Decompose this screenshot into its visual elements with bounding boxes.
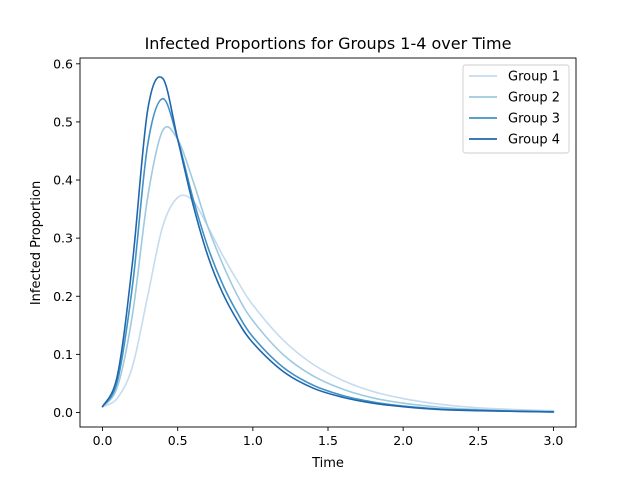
legend-label-group-4: Group 4 [508,133,560,148]
y-tick-label: 0.3 [53,231,73,246]
x-tick-label: 0.0 [93,433,113,448]
series-line-group-4 [101,76,555,413]
series-line-group-1 [101,194,555,412]
legend-box [462,64,570,154]
y-tick-label: 0.5 [53,114,73,129]
y-axis-label: Infected Proportion [29,181,44,305]
x-tick-label: 1.5 [318,433,338,448]
axes-frame [79,57,577,428]
legend-label-group-3: Group 3 [508,112,560,127]
x-tick-label: 2.0 [393,433,413,448]
plot-area [101,76,555,413]
x-tick-label: 2.5 [468,433,488,448]
y-tick-label: 0.2 [53,289,73,304]
x-tick-label: 1.0 [243,433,263,448]
chart-title: Infected Proportions for Groups 1-4 over… [145,34,512,53]
x-axis-ticks: 0.0 0.5 1.0 1.5 2.0 2.5 3.0 [93,427,564,448]
legend-label-group-2: Group 2 [508,91,560,106]
y-tick-label: 0.4 [53,173,73,188]
legend-label-group-1: Group 1 [508,70,560,85]
axes: 0.0 0.5 1.0 1.5 2.0 2.5 3.0 0.0 0.1 0.2 0.3 0.4 0.5… [53,56,577,448]
series-line-group-2 [101,125,555,413]
y-tick-label: 0.1 [53,347,73,362]
y-tick-label: 0.6 [53,56,73,71]
x-tick-label: 3.0 [544,433,564,448]
y-tick-label: 0.0 [53,405,73,420]
x-axis-label: Time [311,456,344,471]
y-axis-ticks: 0.0 0.1 0.2 0.3 0.4 0.5 0.6 [53,56,80,420]
legend: Group 1 Group 2 Group 3 Group 4 [462,64,570,154]
x-tick-label: 0.5 [168,433,188,448]
